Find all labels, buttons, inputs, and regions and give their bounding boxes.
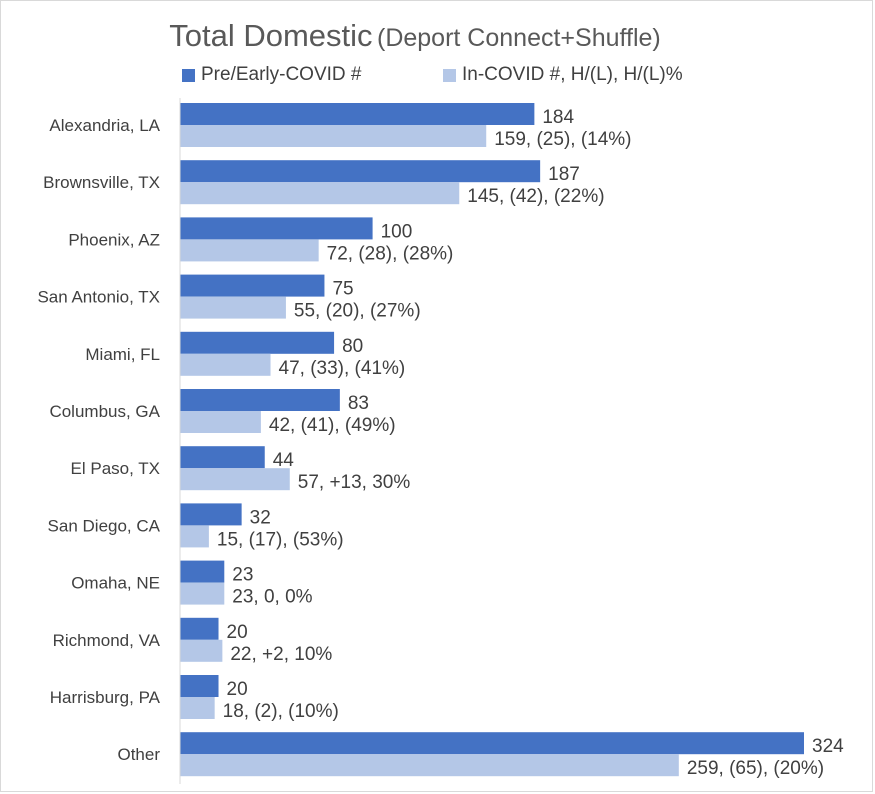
category-label-san-antonio-tx: San Antonio, TX (37, 288, 160, 307)
bar-pre-covid-alexandria-la (180, 103, 535, 125)
data-label-pre-covid-harrisburg-pa: 20 (227, 679, 248, 700)
chart-title: Total Domestic (Deport Connect+Shuffle) (0, 18, 830, 54)
data-label-pre-covid-brownsville-tx: 187 (548, 164, 580, 185)
bar-pre-covid-san-antonio-tx (180, 274, 325, 297)
bar-pre-covid-harrisburg-pa (180, 675, 219, 697)
chart-subtitle: (Deport Connect+Shuffle) (377, 24, 661, 52)
category-label-other: Other (117, 745, 160, 764)
data-label-pre-covid-columbus-ga: 83 (348, 393, 369, 414)
bar-pre-covid-columbus-ga (180, 389, 340, 411)
chart-title-main: Total Domestic (169, 18, 373, 53)
data-label-in-covid-el-paso-tx: 57, +13, 30% (298, 472, 411, 493)
data-label-in-covid-miami-fl: 47, (33), (41%) (279, 358, 406, 379)
bar-in-covid-richmond-va (180, 639, 223, 662)
bar-pre-covid-phoenix-az (180, 217, 373, 240)
data-label-pre-covid-alexandria-la: 184 (542, 107, 574, 128)
data-label-pre-covid-phoenix-az: 100 (381, 221, 413, 242)
bar-in-covid-omaha-ne (180, 582, 225, 605)
data-label-in-covid-phoenix-az: 72, (28), (28%) (327, 243, 454, 264)
data-label-in-covid-san-diego-ca: 15, (17), (53%) (217, 529, 344, 550)
category-label-phoenix-az: Phoenix, AZ (68, 230, 160, 249)
legend-label-pre-covid: Pre/Early-COVID # (201, 64, 362, 85)
data-label-in-covid-other: 259, (65), (20%) (687, 758, 824, 779)
bar-pre-covid-brownsville-tx (180, 160, 541, 183)
data-label-pre-covid-san-antonio-tx: 75 (332, 279, 353, 300)
category-label-columbus-ga: Columbus, GA (49, 402, 160, 421)
bar-pre-covid-richmond-va (180, 617, 219, 640)
bar-in-covid-alexandria-la (180, 125, 487, 147)
data-label-pre-covid-el-paso-tx: 44 (273, 450, 295, 471)
category-label-miami-fl: Miami, FL (85, 345, 160, 364)
bar-in-covid-other (180, 754, 679, 777)
data-label-pre-covid-other: 324 (812, 736, 844, 757)
category-label-alexandria-la: Alexandria, LA (49, 116, 160, 135)
category-label-omaha-ne: Omaha, NE (71, 574, 160, 593)
category-label-san-diego-ca: San Diego, CA (48, 516, 161, 535)
data-label-in-covid-brownsville-tx: 145, (42), (22%) (467, 186, 604, 207)
bar-in-covid-el-paso-tx (180, 468, 290, 491)
bar-in-covid-phoenix-az (180, 239, 319, 262)
bar-in-covid-san-diego-ca (180, 525, 209, 548)
bar-in-covid-columbus-ga (180, 411, 261, 433)
data-label-in-covid-san-antonio-tx: 55, (20), (27%) (294, 301, 421, 322)
data-label-in-covid-richmond-va: 22, +2, 10% (230, 644, 332, 665)
data-label-pre-covid-richmond-va: 20 (227, 622, 248, 643)
bar-pre-covid-other (180, 732, 804, 755)
legend-swatch-pre-covid (182, 68, 195, 82)
legend-swatch-in-covid (443, 68, 456, 82)
category-label-el-paso-tx: El Paso, TX (71, 459, 160, 478)
legend-item-in-covid: In-COVID #, H/(L), H/(L)% (443, 64, 683, 86)
chart-legend: Pre/Early-COVID # In-COVID #, H/(L), H/(… (0, 64, 875, 90)
bar-in-covid-miami-fl (180, 353, 271, 376)
data-label-pre-covid-san-diego-ca: 32 (250, 507, 271, 528)
bar-pre-covid-omaha-ne (180, 560, 225, 583)
bar-pre-covid-el-paso-tx (180, 446, 265, 469)
data-label-in-covid-harrisburg-pa: 18, (2), (10%) (223, 701, 339, 722)
data-label-pre-covid-miami-fl: 80 (342, 336, 363, 357)
data-label-in-covid-omaha-ne: 23, 0, 0% (232, 587, 312, 608)
data-label-in-covid-columbus-ga: 42, (41), (49%) (269, 415, 396, 436)
legend-label-in-covid: In-COVID #, H/(L), H/(L)% (462, 64, 683, 85)
bar-pre-covid-san-diego-ca (180, 503, 242, 526)
data-label-pre-covid-omaha-ne: 23 (232, 565, 253, 586)
category-label-richmond-va: Richmond, VA (53, 631, 161, 650)
bar-in-covid-brownsville-tx (180, 182, 460, 205)
bar-in-covid-san-antonio-tx (180, 296, 286, 319)
legend-item-pre-covid: Pre/Early-COVID # (182, 64, 361, 86)
bar-pre-covid-miami-fl (180, 331, 335, 354)
bar-in-covid-harrisburg-pa (180, 697, 215, 719)
category-label-harrisburg-pa: Harrisburg, PA (50, 688, 161, 707)
data-label-in-covid-alexandria-la: 159, (25), (14%) (494, 129, 631, 150)
category-label-brownsville-tx: Brownsville, TX (43, 173, 160, 192)
